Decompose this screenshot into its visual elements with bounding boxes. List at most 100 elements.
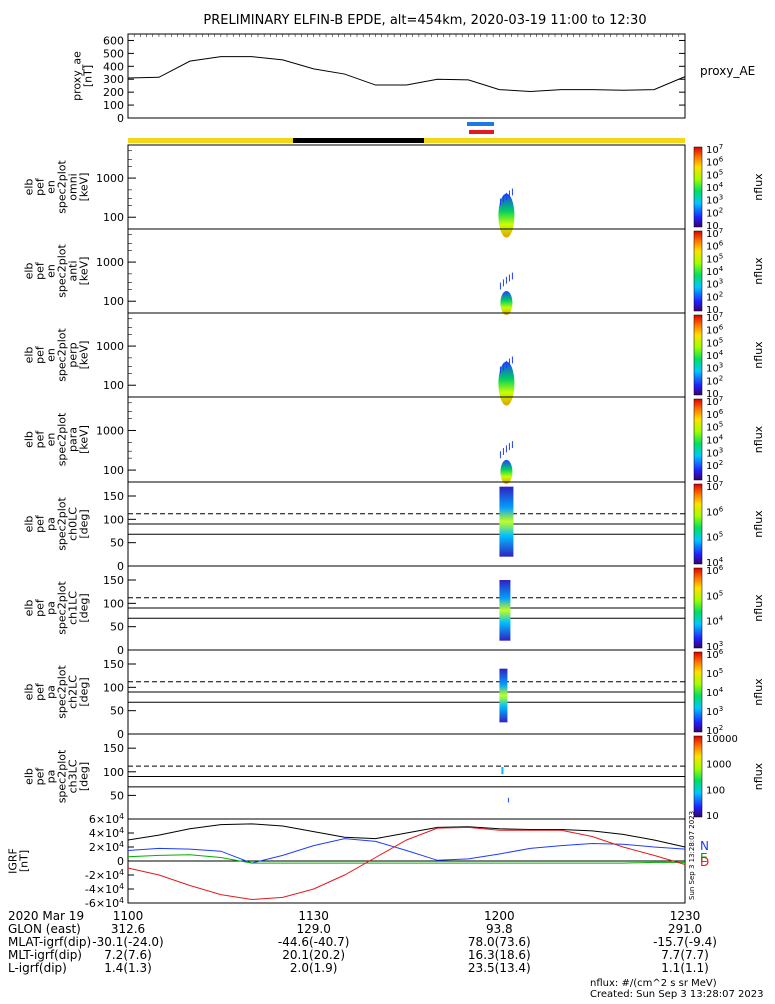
colorbar-tick-label: 104: [706, 265, 724, 278]
colorbar-label: nflux: [752, 762, 765, 790]
ylabel-line: elb: [23, 431, 36, 448]
panel-elb_pef_pa_spec2plot_ch3LC: 10 100 1000 10000 nflux elbpefpaspec2plotch3L…: [23, 733, 765, 822]
ephem-row-label: MLT-igrf(dip): [8, 948, 82, 962]
side-timestamp: Sun Sep 3 13:28:07 2023: [688, 811, 696, 900]
ephem-value: 78.0(73.6): [468, 935, 531, 949]
colorbar-tick-label: 1000: [706, 760, 731, 771]
flux-blob: [498, 361, 515, 406]
colorbar-tick-label: 107: [706, 311, 723, 324]
colorbar: [693, 483, 703, 565]
ylabel-line: spec2plot: [56, 244, 69, 298]
igrf-legend-e: E: [700, 851, 708, 865]
ytick-label: 150: [103, 490, 124, 503]
pa-flux-band: [499, 580, 511, 641]
ylabel-line: [keV]: [78, 257, 91, 286]
ylabel-line: pef: [34, 598, 47, 617]
footer-created: Created: Sun Sep 3 13:28:07 2023: [590, 989, 763, 1000]
colorbar-tick-label: 106: [706, 505, 724, 518]
ae-ytick-label: 500: [103, 47, 124, 60]
igrf-ylabel: IGRF[nT]: [7, 848, 31, 874]
colorbar-tick-label: 105: [706, 421, 723, 434]
ytick-label: 50: [110, 621, 124, 634]
ylabel-line: perp: [67, 342, 80, 367]
panel-elb_pef_pa_spec2plot_ch2LC: 102103104105106nfluxelbpefpaspec2plotch2…: [23, 648, 766, 741]
footer-units: nflux: #/(cm^2 s sr MeV): [590, 978, 717, 989]
ylabel-line: pa: [45, 601, 58, 615]
ytick-label: 50: [110, 789, 124, 802]
colorbar-tick-label: 103: [706, 278, 723, 291]
colorbar-tick-label: 102: [706, 290, 723, 303]
colorbar-label: nflux: [752, 678, 765, 706]
igrf-ytick-label: -4×104: [85, 882, 124, 896]
colorbar: [693, 146, 703, 228]
ylabel-line: anti: [67, 260, 80, 281]
black-bar: [293, 138, 424, 143]
panel-elb_pef_pa_spec2plot_ch1LC: 103104105106nfluxelbpefpaspec2plotch1LC[…: [23, 564, 766, 657]
colorbar-tick-label: 106: [706, 240, 724, 253]
ylabel-line: para: [67, 427, 80, 452]
colorbar-tick-label: 104: [706, 686, 724, 699]
yellow-bar-left: [128, 138, 293, 143]
ylabel-line: ch1LC: [67, 591, 80, 625]
ytick-label: 1000: [96, 256, 124, 269]
igrf-ylabel-text: IGRF[nT]: [7, 848, 31, 874]
colorbar-label: nflux: [752, 510, 765, 538]
colorbar-tick-label: 106: [706, 408, 724, 421]
colorbar-label: nflux: [752, 594, 765, 622]
ylabel-line: elb: [23, 179, 36, 196]
colorbar: [693, 735, 703, 818]
ephem-value: 129.0: [296, 922, 330, 936]
igrf-ytick-label: 2×104: [89, 840, 124, 854]
ephem-value: -30.1(-24.0): [92, 935, 163, 949]
proxy-ae-line: [127, 56, 686, 93]
ylabel-line: elb: [23, 684, 36, 701]
colorbar-tick-label: 105: [706, 168, 723, 181]
colorbar-tick-label: 102: [706, 374, 723, 387]
ylabel-line: pa: [45, 685, 58, 699]
time-tick-label: 1100: [113, 909, 144, 923]
ephem-value: -44.6(-40.7): [278, 935, 349, 949]
ylabel-line: pa: [45, 770, 58, 784]
flux-blob: [498, 193, 515, 238]
colorbar-tick-label: 105: [706, 336, 723, 349]
orbit-status-bar: [128, 122, 685, 143]
colorbar-tick-label: 104: [706, 181, 724, 194]
colorbar: [693, 567, 703, 649]
ylabel-line: pef: [34, 767, 47, 786]
ylabel-line: spec2plot: [56, 497, 69, 551]
ylabel-line: spec2plot: [56, 412, 69, 466]
igrf-ytick-label: 0: [117, 855, 124, 868]
ephem-value: 7.2(7.6): [104, 948, 152, 962]
ae-ytick-label: 200: [103, 86, 124, 99]
flux-blob: [500, 459, 513, 484]
ephem-value: 16.3(18.6): [468, 948, 531, 962]
ytick-label: 100: [103, 597, 124, 610]
ylabel-line: en: [45, 264, 58, 278]
ytick-label: 150: [103, 742, 124, 755]
ytick-label: 50: [110, 537, 124, 550]
colorbar-tick-label: 10: [706, 221, 719, 232]
ephem-value: 20.1(20.2): [282, 948, 345, 962]
ytick-label: 0: [117, 644, 124, 657]
colorbar-tick-label: 106: [706, 156, 724, 169]
ephem-row-label: L-igrf(dip): [8, 961, 67, 975]
plot-title: PRELIMINARY ELFIN-B EPDE, alt=454km, 202…: [203, 13, 646, 28]
yellow-bar-right: [424, 138, 685, 143]
ae-ytick-label: 0: [117, 112, 124, 125]
ylabel-line: elb: [23, 768, 36, 785]
colorbar-label: nflux: [752, 257, 765, 285]
ytick-label: 1000: [96, 424, 124, 437]
ephem-value: 93.8: [486, 922, 513, 936]
igrf-ytick-label: -2×104: [85, 868, 124, 882]
ephem-value: 2.0(1.9): [290, 961, 338, 975]
ylabel-line: en: [45, 433, 58, 447]
ephem-value: 7.7(7.7): [661, 948, 709, 962]
colorbar-tick-label: 107: [706, 395, 723, 408]
ytick-label: 150: [103, 574, 124, 587]
ylabel-line: [deg]: [78, 509, 91, 538]
